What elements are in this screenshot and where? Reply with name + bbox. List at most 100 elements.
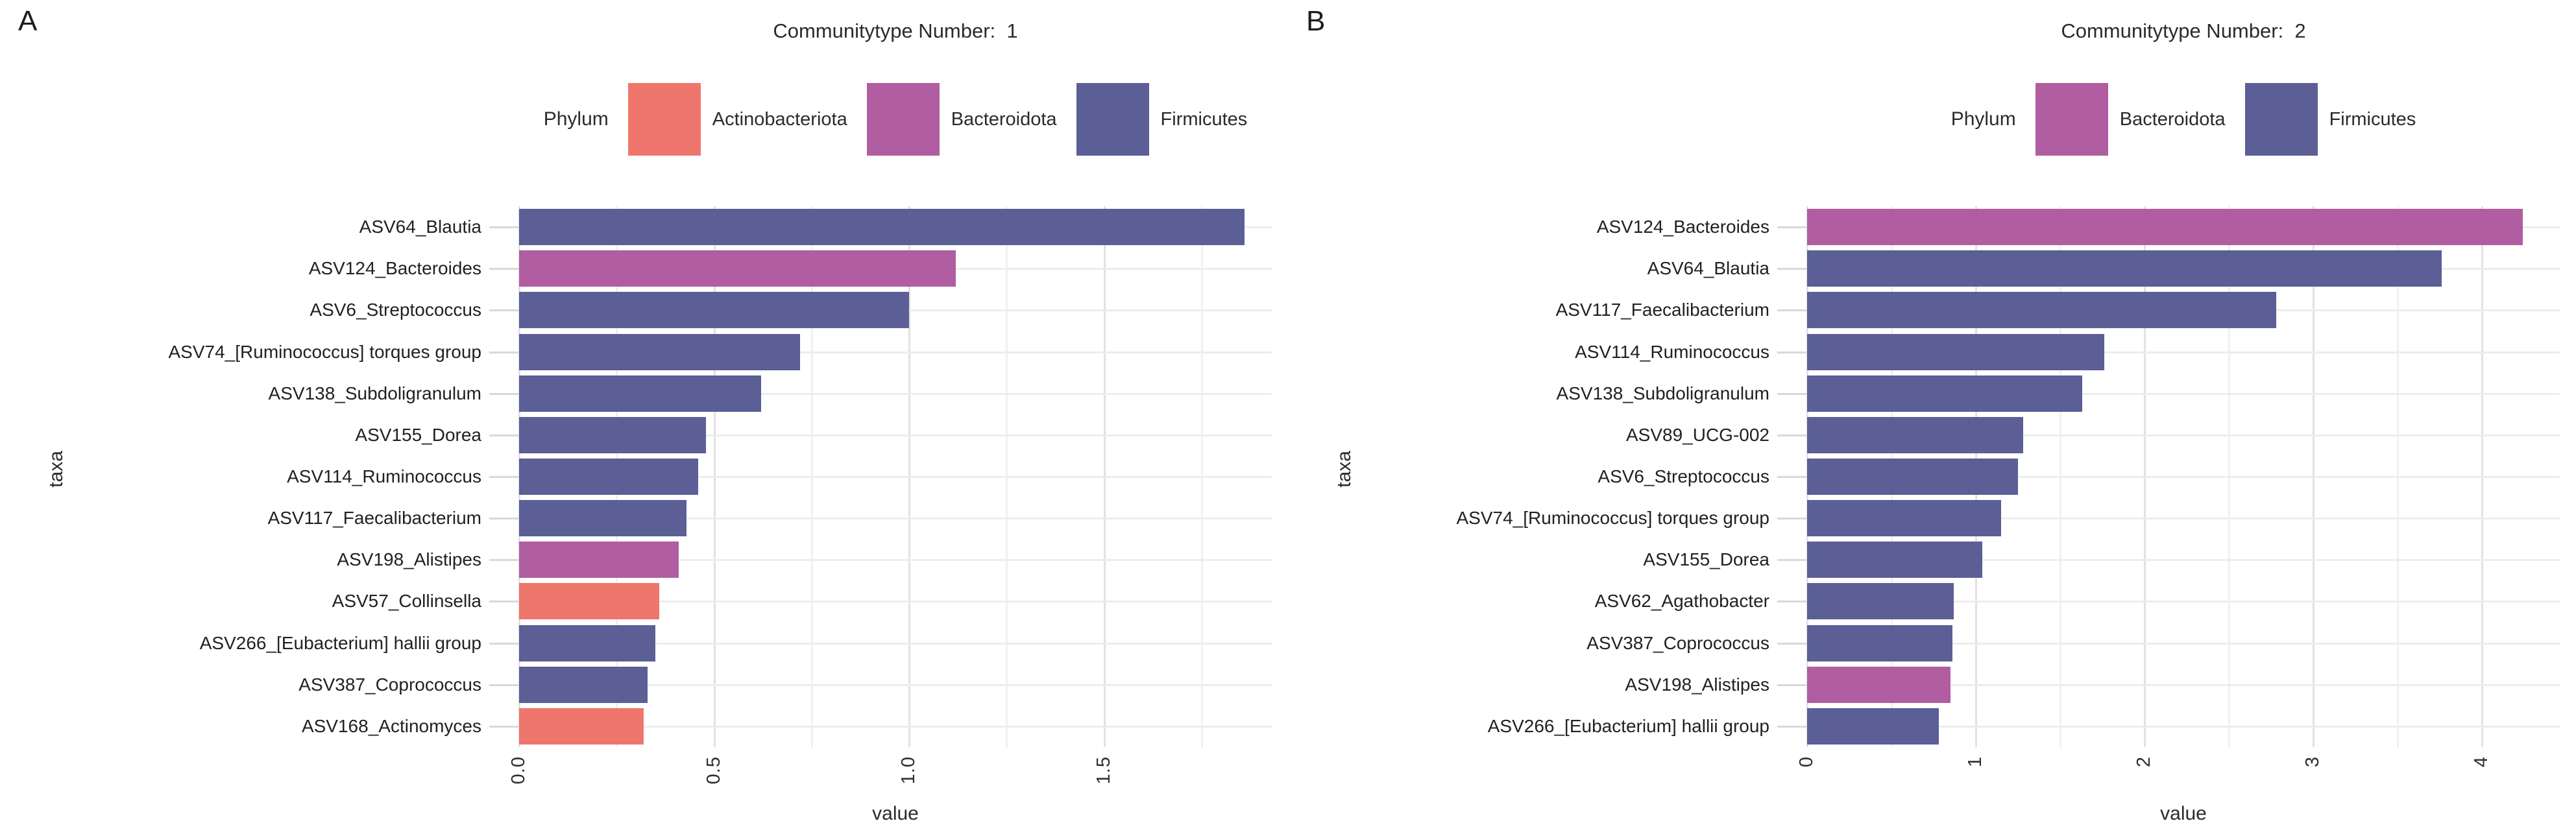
taxa-label: ASV117_Faecalibacterium — [1555, 300, 1769, 320]
y-axis-tick — [1777, 601, 1806, 603]
legend-item-actinobacteriota: Actinobacteriota — [627, 83, 847, 156]
gridline-row — [519, 518, 1272, 520]
legend-swatch-bacteroidota — [866, 83, 940, 156]
bar-ASV114_Ruminococcus — [1807, 333, 2104, 370]
gridline-row — [1807, 601, 2560, 603]
bar-ASV6_Streptococcus — [519, 292, 909, 329]
legend-title: Phylum — [1950, 108, 2016, 130]
taxa-label: ASV155_Dorea — [1643, 549, 1769, 570]
x-tick-label: 0 — [1796, 756, 1817, 768]
taxa-label: ASV155_Dorea — [355, 424, 481, 445]
taxa-label: ASV62_Agathobacter — [1594, 591, 1769, 612]
bar-ASV198_Alistipes — [1807, 666, 1950, 703]
panel-tag: B — [1306, 5, 1326, 37]
legend-swatch-firmicutes — [2244, 83, 2318, 156]
taxa-label: ASV124_Bacteroides — [308, 258, 481, 279]
legend-item-label: Firmicutes — [1160, 108, 1248, 130]
y-axis-tick — [1777, 226, 1806, 229]
taxa-label: ASV74_[Ruminococcus] torques group — [1456, 508, 1770, 529]
panel-b: B Communitytype Number: 2 Phylum Bacteroido… — [1288, 0, 2576, 834]
bar-ASV198_Alistipes — [519, 542, 679, 578]
y-axis-tick — [1777, 392, 1806, 395]
bar-ASV138_Subdoligranulum — [519, 375, 761, 412]
x-axis-title: value — [872, 803, 919, 824]
taxa-label: ASV266_[Eubacterium] hallii group — [1487, 715, 1769, 736]
legend-title: Phylum — [543, 108, 609, 130]
phylum-legend: Phylum Actinobacteriota Bacteroidota Firmic… — [519, 82, 1272, 157]
bar-ASV57_Collinsella — [519, 583, 659, 620]
panel-tag: A — [18, 5, 38, 37]
taxa-label: ASV74_[Ruminococcus] torques group — [168, 341, 482, 362]
taxa-label: ASV89_UCG-002 — [1625, 424, 1769, 445]
legend-item-bacteroidota: Bacteroidota — [866, 83, 1057, 156]
bar-ASV387_Coprococcus — [519, 666, 648, 703]
bar-ASV114_Ruminococcus — [519, 459, 698, 495]
y-axis-tick — [1777, 684, 1806, 686]
taxa-label: ASV266_[Eubacterium] hallii group — [199, 632, 481, 653]
panel-a: A Communitytype Number: 1 Phylum Actinobact… — [18, 5, 1272, 824]
taxa-label: ASV138_Subdoligranulum — [1556, 383, 1769, 403]
legend-swatch-firmicutes — [1076, 83, 1149, 156]
gridline-row — [1807, 518, 2560, 520]
bar-ASV89_UCG-002 — [1807, 416, 2023, 453]
bar-ASV6_Streptococcus — [1807, 459, 2018, 495]
gridline-row — [519, 725, 1272, 728]
legend-swatch-bacteroidota — [2035, 83, 2108, 156]
y-axis-tick — [489, 226, 518, 229]
y-axis-tick — [489, 351, 518, 353]
bar-ASV64_Blautia — [1807, 250, 2442, 287]
legend-item-firmicutes: Firmicutes — [2244, 83, 2416, 156]
bar-ASV124_Bacteroides — [519, 250, 956, 287]
taxa-label: ASV198_Alistipes — [1625, 674, 1769, 695]
legend-item-label: Actinobacteriota — [712, 108, 847, 130]
legend-item-label: Bacteroidota — [2119, 108, 2226, 130]
y-axis-tick — [1777, 559, 1806, 562]
y-axis-tick — [1777, 642, 1806, 645]
y-axis-tick — [489, 476, 518, 478]
y-axis-tick — [1777, 351, 1806, 353]
y-axis-tick — [489, 268, 518, 270]
bar-ASV74_[Ruminococcus] torques group — [1807, 500, 2001, 537]
y-axis-title: taxa — [45, 451, 67, 488]
x-axis-title: value — [2160, 803, 2207, 824]
gridline-row — [519, 392, 1272, 395]
bar-ASV74_[Ruminococcus] torques group — [519, 333, 800, 370]
bar-ASV155_Dorea — [1807, 542, 1982, 578]
x-tick-label: 2 — [2133, 756, 2155, 768]
y-axis-tick — [489, 392, 518, 395]
bar-ASV117_Faecalibacterium — [519, 500, 687, 537]
gridline-row — [519, 642, 1272, 645]
taxa-label: ASV6_Streptococcus — [310, 300, 481, 320]
y-axis-tick — [489, 434, 518, 436]
taxa-label: ASV114_Ruminococcus — [287, 466, 481, 486]
gridline-row — [519, 351, 1272, 353]
gridline-row — [519, 559, 1272, 562]
taxa-label: ASV138_Subdoligranulum — [268, 383, 481, 403]
y-axis-title: taxa — [1333, 451, 1355, 488]
chart-title: Communitytype Number: 2 — [2061, 19, 2306, 42]
gridline-row — [519, 684, 1272, 686]
y-axis-tick — [489, 559, 518, 562]
x-tick-label: 0.0 — [508, 756, 529, 785]
taxa-label: ASV57_Collinsella — [332, 591, 481, 612]
taxa-label: ASV387_Coprococcus — [298, 674, 481, 695]
y-axis-tick — [489, 518, 518, 520]
taxa-label: ASV64_Blautia — [1647, 258, 1769, 279]
chart-title: Communitytype Number: 1 — [773, 19, 1018, 42]
phylum-legend: Phylum Bacteroidota Firmicutes — [1807, 82, 2560, 157]
gridline-row — [1807, 725, 2560, 728]
y-axis-tick — [1777, 434, 1806, 436]
gridline-row — [1807, 642, 2560, 645]
y-axis-tick — [1777, 476, 1806, 478]
legend-swatch-actinobacteriota — [627, 83, 701, 156]
gridline-row — [1807, 392, 2560, 395]
x-tick-label: 1 — [1965, 756, 1986, 768]
gridline-row — [1807, 476, 2560, 478]
x-tick-label: 1.5 — [1093, 756, 1114, 785]
bar-ASV168_Actinomyces — [519, 708, 644, 745]
gridline-row — [519, 601, 1272, 603]
bar-ASV64_Blautia — [519, 209, 1245, 246]
y-axis-tick — [489, 725, 518, 728]
y-axis-tick — [1777, 268, 1806, 270]
